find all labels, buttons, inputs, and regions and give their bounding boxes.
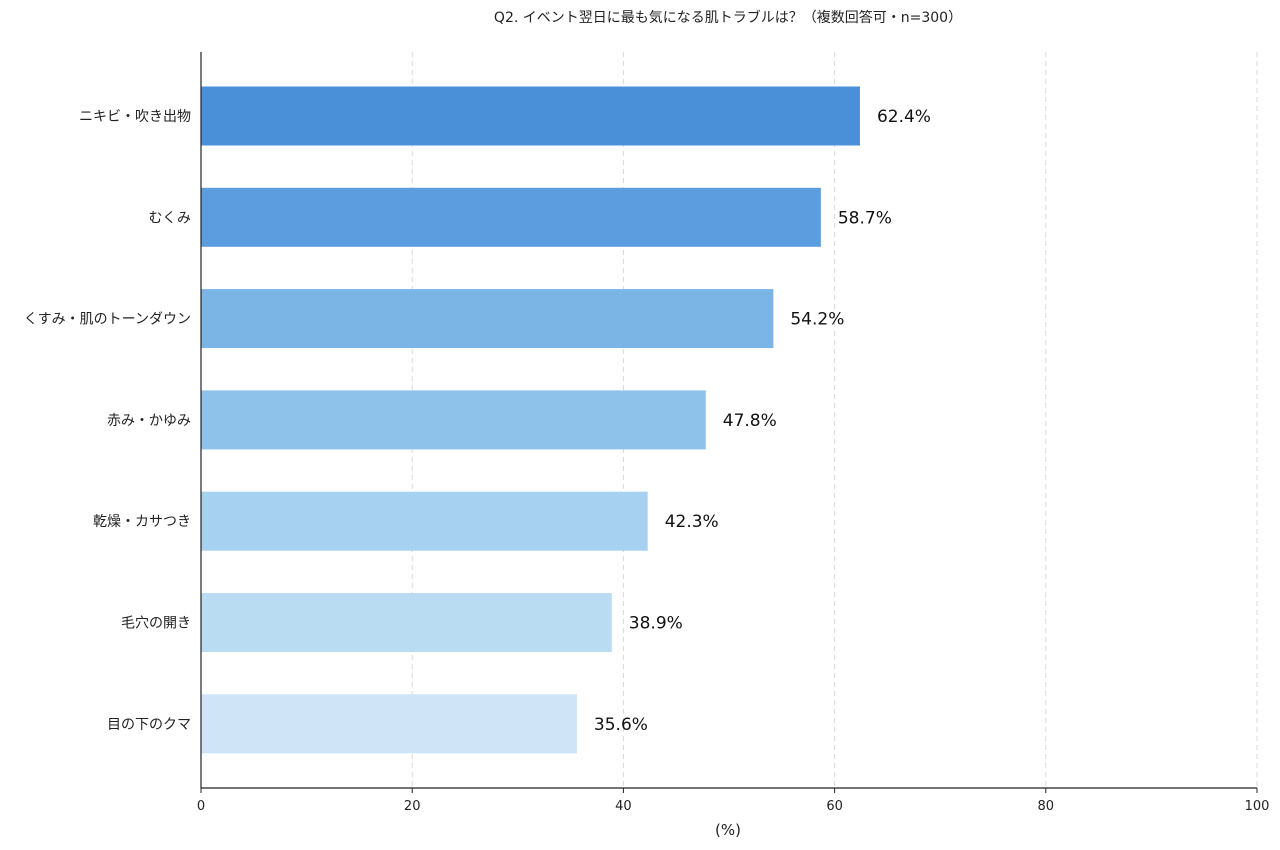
value-label-1: 62.4% xyxy=(877,107,931,127)
x-axis-title: (%) xyxy=(715,821,741,839)
x-tick-label-0: 0 xyxy=(197,799,205,814)
bar-1 xyxy=(201,86,860,146)
value-label-6: 38.9% xyxy=(629,614,683,634)
bar-3 xyxy=(201,289,774,349)
category-label-5: 乾燥・カサつき xyxy=(93,514,191,530)
bar-layer: 62.4% 58.7% 54.2% 47.8% 42.3% 38.9% 35.6% xyxy=(201,86,931,754)
value-label-3: 54.2% xyxy=(790,310,844,330)
value-label-5: 42.3% xyxy=(665,512,719,532)
x-tick-label-20: 20 xyxy=(404,799,421,814)
category-label-6: 毛穴の開き xyxy=(121,616,191,632)
category-label-3: くすみ・肌のトーンダウン xyxy=(24,312,191,328)
x-tick-label-100: 100 xyxy=(1245,799,1270,814)
bar-7 xyxy=(201,694,577,754)
category-label-2: むくみ xyxy=(148,210,191,226)
bar-6 xyxy=(201,593,612,652)
bar-4 xyxy=(201,390,706,450)
grid-layer xyxy=(411,52,1258,788)
chart-title: Q2. イベント翌日に最も気になる肌トラブルは？（複数回答可・n=300） xyxy=(494,9,962,26)
x-tick-label-40: 40 xyxy=(615,799,632,814)
x-tick-label-80: 80 xyxy=(1038,799,1055,814)
x-tick-label-60: 60 xyxy=(826,799,843,814)
value-label-2: 58.7% xyxy=(838,208,892,228)
bar-5 xyxy=(201,491,648,551)
category-label-1: ニキビ・吹き出物 xyxy=(79,109,191,125)
category-label-4: 赤み・かゆみ xyxy=(107,413,191,429)
category-label-7: 目の下のクマ xyxy=(107,717,191,733)
bar-2 xyxy=(201,187,821,247)
axis-layer: ニキビ・吹き出物むくみくすみ・肌のトーンダウン赤み・かゆみ乾燥・カサつき毛穴の開… xyxy=(24,52,1270,814)
value-label-4: 47.8% xyxy=(723,411,777,431)
value-label-7: 35.6% xyxy=(594,715,648,735)
